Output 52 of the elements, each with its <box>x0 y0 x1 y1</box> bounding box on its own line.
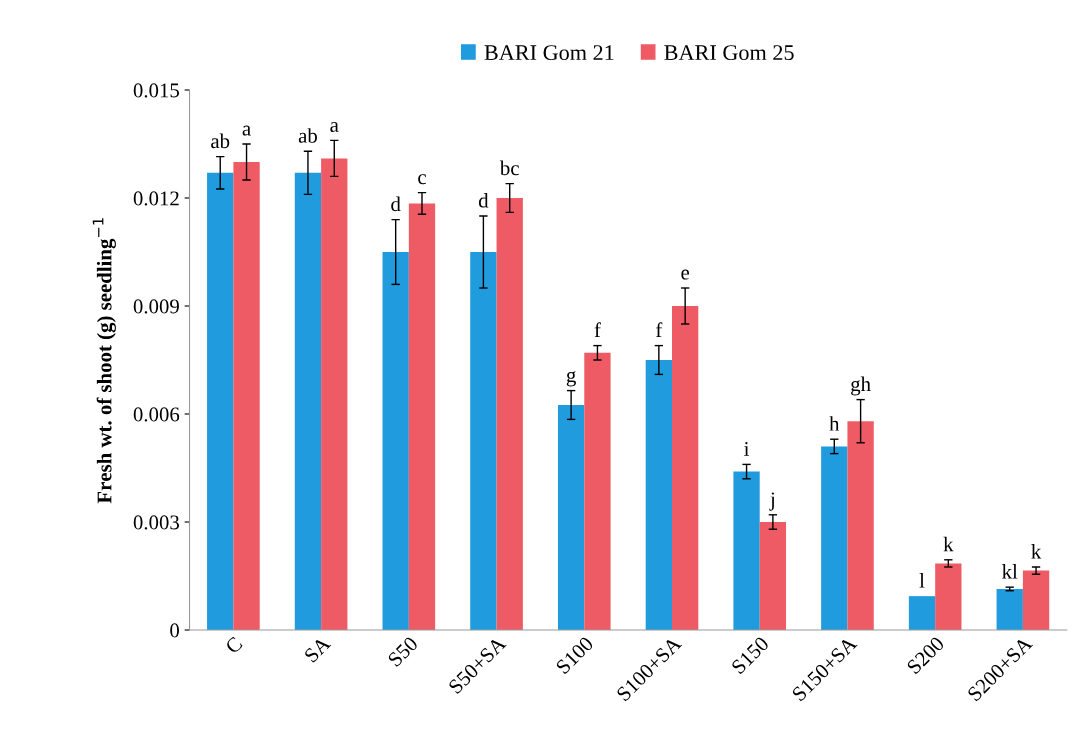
data-label: ab <box>211 133 230 149</box>
data-label: i <box>744 442 750 456</box>
data-label: kl <box>1002 564 1018 579</box>
bar <box>408 203 436 630</box>
bar <box>557 405 585 630</box>
bar <box>935 563 962 630</box>
bar <box>733 471 760 630</box>
data-label: d <box>478 192 489 208</box>
bar <box>321 158 348 630</box>
data-label: a <box>330 122 339 132</box>
bar <box>233 162 260 630</box>
data-label: d <box>391 196 401 212</box>
data-label: h <box>829 416 840 431</box>
data-label: bc <box>499 160 519 176</box>
data-label: f <box>594 322 601 337</box>
bar <box>759 522 787 630</box>
legend-label: BARI Gom 25 <box>664 45 794 61</box>
x-tick-label: S50 <box>387 635 419 668</box>
bar <box>996 588 1023 630</box>
y-tick-label: 0.015 <box>133 83 179 98</box>
data-label: j <box>769 492 774 511</box>
bar <box>496 198 523 630</box>
data-label: e <box>681 269 690 280</box>
bar <box>847 421 874 630</box>
y-tick-label: 0.003 <box>133 515 179 530</box>
data-label: g <box>566 371 576 387</box>
legend-label: BARI Gom 21 <box>484 45 614 61</box>
x-tick-label: SA <box>303 635 332 664</box>
bar <box>672 306 699 630</box>
bar <box>207 172 234 630</box>
bar <box>382 252 409 630</box>
bar <box>908 596 936 630</box>
y-axis-title: Fresh wt. of shoot (g) seedling$^{−1}$ <box>92 218 116 504</box>
data-label: c <box>418 174 426 185</box>
y-tick-label: 0.006 <box>133 407 180 422</box>
data-label: gh <box>851 376 871 396</box>
data-label: k <box>1031 543 1042 559</box>
data-label: k <box>943 536 954 552</box>
y-tick-label: 0.012 <box>133 191 179 206</box>
bar <box>470 252 497 630</box>
data-label: ab <box>298 128 317 143</box>
data-label: f <box>656 322 663 337</box>
y-tick-label: 0 <box>170 623 180 638</box>
y-tick-label: 0.009 <box>133 299 179 314</box>
bar <box>645 360 672 630</box>
data-label: a <box>242 125 251 136</box>
bar <box>1022 570 1050 630</box>
bar <box>294 172 322 630</box>
data-label: l <box>919 573 925 588</box>
bar <box>821 446 848 630</box>
x-tick-label: C <box>224 636 243 655</box>
bar <box>584 352 611 630</box>
